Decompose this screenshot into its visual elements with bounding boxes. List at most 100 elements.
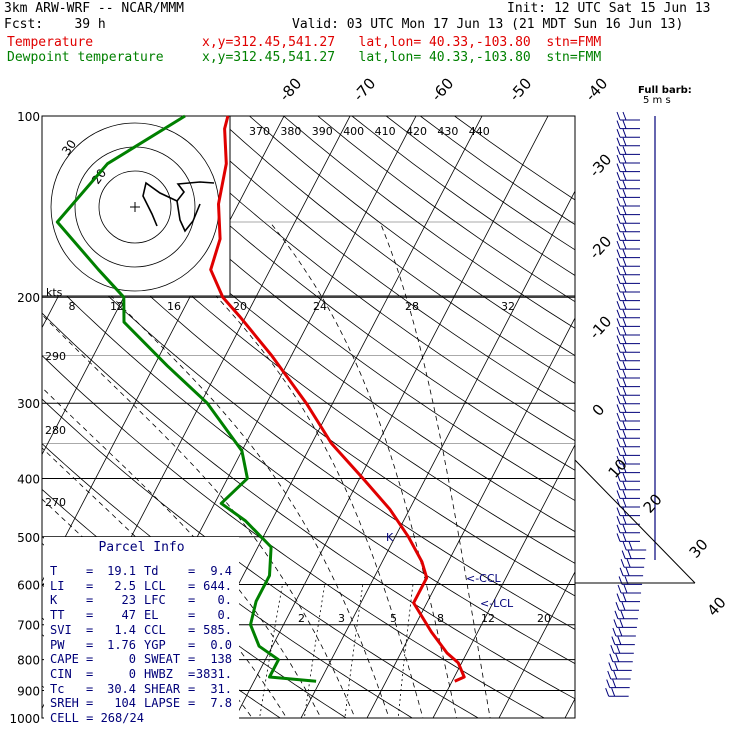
parcel-v2: 31. xyxy=(210,681,232,696)
barb-flag xyxy=(616,249,621,258)
theta-e-label: 420 xyxy=(406,125,427,138)
wind-barb xyxy=(616,455,640,465)
wind-barb xyxy=(616,292,640,302)
wind-barb xyxy=(616,369,640,379)
dry-adiabat xyxy=(42,230,575,630)
barb-flag xyxy=(616,283,621,293)
wind-barb xyxy=(616,326,640,336)
isotherm-label: 40 xyxy=(704,593,730,619)
dewpoint-trace xyxy=(55,114,317,683)
dry-adiabat xyxy=(42,190,575,597)
barb-flag xyxy=(616,412,621,422)
dry-adiabat xyxy=(351,116,575,276)
wind-barb xyxy=(609,653,633,663)
barb-flag xyxy=(616,189,621,198)
hodograph-units: kts xyxy=(46,286,63,299)
theta-e-label: 370 xyxy=(249,125,270,138)
parcel-v2: 3831. xyxy=(195,666,232,681)
wind-barb xyxy=(616,197,640,207)
barb-flag xyxy=(616,438,621,447)
parcel-v1: 104 xyxy=(114,696,136,711)
parcel-v2: 0. xyxy=(217,593,232,608)
wind-barb xyxy=(616,473,640,482)
wind-barb xyxy=(608,662,632,671)
parcel-info-title: Parcel Info xyxy=(98,540,185,555)
barb-flag xyxy=(620,610,625,619)
sounding-annotation: K xyxy=(386,531,394,544)
wind-barb xyxy=(616,344,640,353)
wind-barb xyxy=(616,481,640,491)
parcel-info-row: CIN = 0 HWBZ = 3831. xyxy=(50,666,232,681)
mixing-ratio-line xyxy=(397,584,414,718)
moist-adiabat xyxy=(269,221,458,718)
hodograph-speed-label: 8 xyxy=(69,300,76,313)
barb-flag xyxy=(616,593,621,602)
wind-barb xyxy=(616,111,640,121)
wind-barb xyxy=(616,189,640,198)
wind-barb xyxy=(610,645,634,654)
wind-barb xyxy=(616,430,640,439)
parcel-v1: 47 xyxy=(121,608,136,623)
mixing-ratio-line xyxy=(303,584,326,718)
parcel-v2: 7.8 xyxy=(210,696,232,711)
barb-flag xyxy=(622,507,627,516)
barb-flag xyxy=(622,421,627,430)
parcel-l2: HWBZ xyxy=(144,666,173,681)
wind-barb xyxy=(616,524,640,534)
barb-flag xyxy=(622,412,627,422)
barb-flag xyxy=(622,369,627,379)
theta-label: 270 xyxy=(45,496,66,509)
barb-flag xyxy=(616,206,621,215)
wind-barb xyxy=(616,223,640,233)
theta-e-label: 440 xyxy=(469,125,490,138)
barb-flag xyxy=(615,602,620,611)
parcel-l2: EL xyxy=(144,608,159,623)
barb-flag xyxy=(622,240,627,250)
pressure-tick-label: 500 xyxy=(17,531,40,545)
hodograph-speed-label: 20 xyxy=(233,300,247,313)
wind-barb xyxy=(606,679,630,689)
wind-barb xyxy=(616,352,640,362)
mixing-ratio-label: 3 xyxy=(338,612,345,625)
barb-flag xyxy=(622,215,627,224)
wind-barb xyxy=(616,464,640,474)
wind-barb xyxy=(614,610,638,620)
parcel-l1: CAPE xyxy=(50,652,79,667)
barb-flag xyxy=(622,197,627,207)
wind-barb xyxy=(616,172,640,181)
isotherm-label: 0 xyxy=(589,401,609,420)
pressure-tick-label: 1000 xyxy=(9,712,40,726)
barb-flag xyxy=(622,266,627,275)
barb-flag xyxy=(616,326,621,336)
barb-flag xyxy=(616,455,621,465)
barb-flag xyxy=(622,481,627,490)
barb-flag xyxy=(616,266,621,275)
barb-flag xyxy=(616,490,621,499)
parcel-v2: 0. xyxy=(217,608,232,623)
wind-barb xyxy=(616,240,640,250)
mixing-ratio-label: 8 xyxy=(437,612,444,625)
barb-flag xyxy=(616,378,621,387)
dry-adiabat xyxy=(419,116,575,226)
parcel-v2: 9.4 xyxy=(210,564,232,578)
isotherm xyxy=(432,444,575,718)
wind-barb xyxy=(616,404,640,413)
wind-barb xyxy=(616,120,640,130)
barb-flag xyxy=(622,593,627,602)
barb-flag xyxy=(622,137,627,146)
dewpoint-location: x,y=312.45,541.27 lat,lon= 40.33,-103.80… xyxy=(202,50,602,65)
parcel-v2: 138 xyxy=(210,652,232,667)
parcel-l1: SREH xyxy=(50,696,79,711)
barb-flag xyxy=(622,395,627,404)
isotherm-label: 20 xyxy=(640,490,666,516)
theta-e-label: 390 xyxy=(312,125,333,138)
wind-barb xyxy=(616,593,641,603)
barb-flag xyxy=(622,326,627,336)
mixing-ratio-line xyxy=(259,584,283,718)
wind-barb xyxy=(616,206,640,216)
hodograph-speed-label: 12 xyxy=(110,300,124,313)
barb-flag xyxy=(620,559,625,568)
hodograph-speed-label: 24 xyxy=(313,300,327,313)
theta-e-label: 410 xyxy=(375,125,396,138)
wind-barb xyxy=(616,421,640,431)
